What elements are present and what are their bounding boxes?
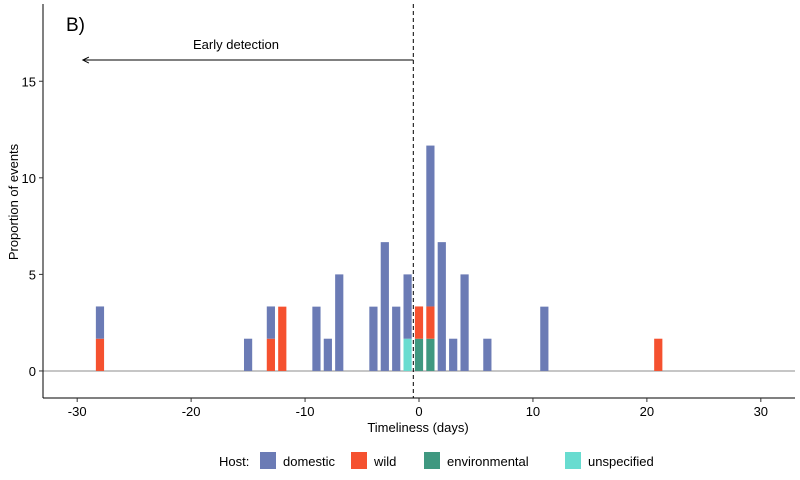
- y-axis-label: Proportion of events: [6, 143, 21, 260]
- bar-domestic: [437, 242, 446, 371]
- bar-wild: [278, 306, 287, 371]
- bar-domestic: [243, 338, 253, 371]
- bar-domestic: [335, 274, 344, 371]
- y-tick-label: 10: [22, 171, 36, 186]
- x-axis-label: Timeliness (days): [367, 420, 468, 435]
- axes: -30 -20 -10 0 10 20 30 0 5 10 15: [22, 4, 795, 419]
- bars: [95, 145, 663, 371]
- bar-domestic: [323, 338, 332, 371]
- legend-label-wild: wild: [373, 454, 396, 469]
- legend-label-domestic: domestic: [283, 454, 336, 469]
- x-tick-label: 20: [640, 404, 654, 419]
- x-tick-label: 10: [526, 404, 540, 419]
- panel-label: B): [66, 15, 85, 36]
- legend-swatch-unspecified: [565, 452, 581, 469]
- bar-domestic: [460, 274, 469, 371]
- bar-wild: [654, 338, 663, 371]
- y-tick-label: 0: [29, 364, 36, 379]
- bar-wild: [95, 338, 105, 371]
- x-tick-label: 30: [754, 404, 768, 419]
- x-tick-label: -10: [296, 404, 315, 419]
- legend-label-environmental: environmental: [447, 454, 529, 469]
- bar-wild: [426, 306, 435, 339]
- bar-environmental: [426, 338, 435, 371]
- bar-domestic: [266, 306, 275, 339]
- bar-domestic: [426, 145, 435, 307]
- annotation-text: Early detection: [193, 37, 279, 52]
- bar-domestic: [449, 338, 458, 371]
- bar-wild: [266, 338, 275, 371]
- legend: Host: domestic wild environmental unspecifi…: [219, 452, 654, 469]
- legend-swatch-environmental: [424, 452, 440, 469]
- bar-domestic: [403, 274, 412, 339]
- bar-domestic: [392, 306, 401, 371]
- legend-title: Host:: [219, 454, 249, 469]
- annotations: [81, 4, 414, 398]
- legend-swatch-wild: [351, 452, 367, 469]
- bar-domestic: [95, 306, 105, 339]
- bar-environmental: [414, 338, 424, 371]
- bar-domestic: [483, 338, 492, 371]
- x-tick-label: -20: [182, 404, 201, 419]
- bar-domestic: [540, 306, 549, 371]
- y-tick-label: 5: [29, 267, 36, 282]
- y-tick-label: 15: [22, 74, 36, 89]
- bar-domestic: [380, 242, 389, 371]
- x-tick-label: -30: [68, 404, 87, 419]
- bar-domestic: [312, 306, 321, 371]
- legend-label-unspecified: unspecified: [588, 454, 654, 469]
- bar-domestic: [369, 306, 378, 371]
- x-tick-label: 0: [415, 404, 422, 419]
- bar-wild: [414, 306, 424, 339]
- bar-unspecified: [403, 338, 412, 371]
- arrow-head: [81, 56, 90, 64]
- legend-swatch-domestic: [260, 452, 276, 469]
